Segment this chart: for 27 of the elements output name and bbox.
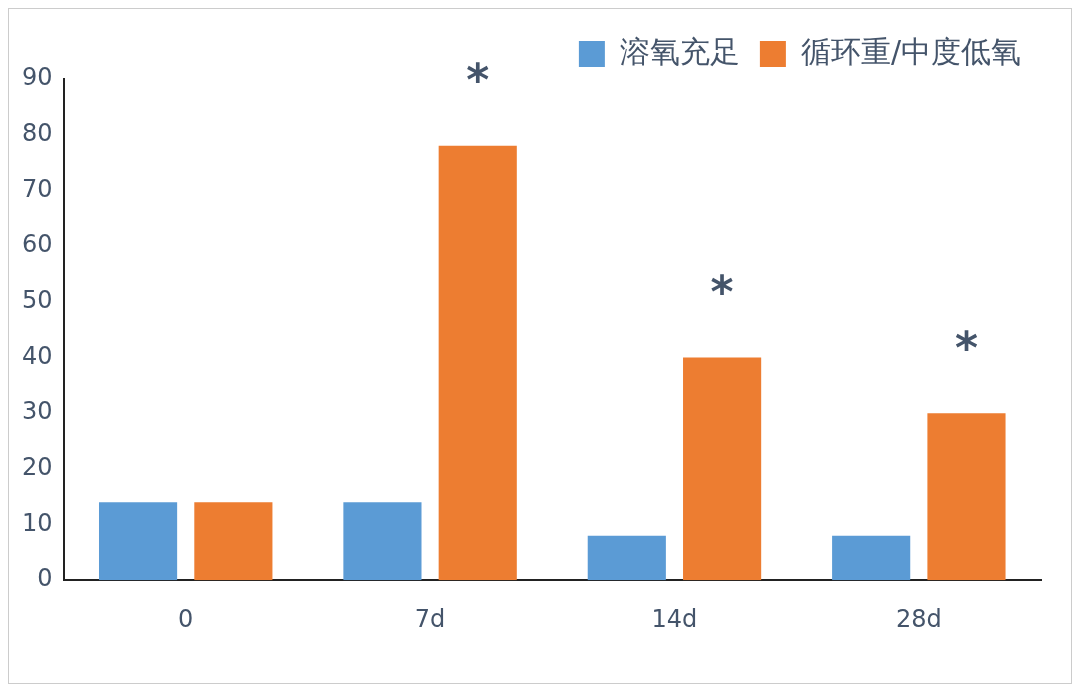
x-tick-label: 0 bbox=[178, 604, 194, 633]
bar bbox=[194, 502, 273, 581]
annotation: * bbox=[710, 265, 734, 317]
y-tick-label: 0 bbox=[37, 564, 53, 593]
y-tick-label: 40 bbox=[21, 341, 53, 370]
y-tick-label: 70 bbox=[21, 174, 53, 203]
y-tick-label: 20 bbox=[21, 453, 53, 482]
x-tick-label: 28d bbox=[895, 604, 942, 633]
legend-label: 循环重/中度低氧 bbox=[800, 33, 1021, 69]
annotation: * bbox=[954, 321, 978, 373]
y-tick-label: 10 bbox=[21, 508, 53, 537]
bar bbox=[683, 357, 762, 581]
legend-label: 溶氧充足 bbox=[619, 33, 740, 69]
bar bbox=[587, 535, 666, 581]
bar bbox=[832, 535, 911, 581]
bar bbox=[438, 145, 517, 581]
bar bbox=[927, 413, 1006, 581]
y-tick-label: 50 bbox=[21, 285, 53, 314]
bar bbox=[99, 502, 178, 581]
y-tick-label: 90 bbox=[21, 63, 53, 92]
y-tick-label: 80 bbox=[21, 118, 53, 147]
x-tick-label: 14d bbox=[651, 604, 698, 633]
y-tick-label: 30 bbox=[21, 397, 53, 426]
annotation: * bbox=[466, 54, 490, 106]
bar bbox=[343, 502, 422, 581]
x-tick-label: 7d bbox=[414, 604, 446, 633]
y-tick-label: 60 bbox=[21, 230, 53, 259]
